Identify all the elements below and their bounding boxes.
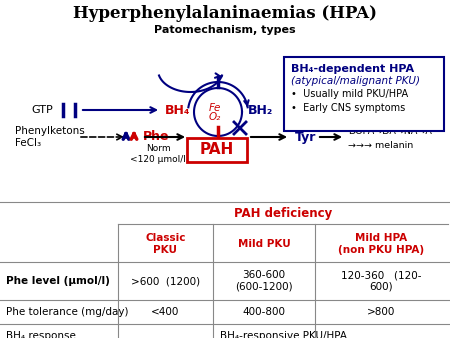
Text: (atypical/malignant PKU): (atypical/malignant PKU) [291, 76, 420, 86]
Text: GTP: GTP [31, 105, 53, 115]
Text: FeCl₃: FeCl₃ [15, 138, 41, 148]
FancyBboxPatch shape [284, 57, 444, 131]
Text: Fe: Fe [209, 103, 221, 113]
Text: Patomechanism, types: Patomechanism, types [154, 25, 296, 35]
Text: PAH deficiency: PAH deficiency [234, 208, 332, 220]
Text: Classic
PKU: Classic PKU [145, 233, 186, 255]
Text: →→→ melanin: →→→ melanin [348, 141, 413, 149]
Text: DOPA→DA→NA→A: DOPA→DA→NA→A [348, 127, 432, 137]
Text: PAH: PAH [200, 143, 234, 158]
Text: •  Usually mild PKU/HPA: • Usually mild PKU/HPA [291, 89, 408, 99]
Text: BH₄: BH₄ [165, 103, 190, 117]
Text: Mild PKU: Mild PKU [238, 239, 290, 249]
Text: Tyr: Tyr [295, 130, 316, 144]
Text: Hyperphenylalaninaemias (HPA): Hyperphenylalaninaemias (HPA) [73, 5, 377, 23]
Text: Norm
<120 μmol/l: Norm <120 μmol/l [130, 144, 186, 164]
Text: Mild HPA
(non PKU HPA): Mild HPA (non PKU HPA) [338, 233, 424, 255]
Text: >800: >800 [367, 307, 396, 317]
Text: BH₄-responsive PKU/HPA: BH₄-responsive PKU/HPA [220, 331, 346, 338]
Text: O₂: O₂ [209, 112, 221, 122]
Text: 400-800: 400-800 [243, 307, 285, 317]
Text: >600  (1200): >600 (1200) [131, 276, 200, 286]
Text: Phe level (μmol/l): Phe level (μmol/l) [6, 276, 110, 286]
Text: Phe: Phe [143, 130, 170, 144]
Text: Phe tolerance (mg/day): Phe tolerance (mg/day) [6, 307, 129, 317]
Text: <400: <400 [151, 307, 180, 317]
Text: 120-360   (120-
600): 120-360 (120- 600) [341, 270, 422, 292]
Text: BH₄ response: BH₄ response [6, 331, 76, 338]
Text: BH₄-dependent HPA: BH₄-dependent HPA [291, 64, 414, 74]
Text: 360-600
(600-1200): 360-600 (600-1200) [235, 270, 293, 292]
Text: BH₂: BH₂ [248, 103, 273, 117]
FancyBboxPatch shape [187, 138, 247, 162]
Text: •  Early CNS symptoms: • Early CNS symptoms [291, 103, 405, 113]
Text: Phenylketons: Phenylketons [15, 126, 85, 136]
